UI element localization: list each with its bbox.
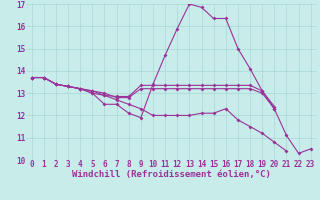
X-axis label: Windchill (Refroidissement éolien,°C): Windchill (Refroidissement éolien,°C) (72, 170, 271, 179)
